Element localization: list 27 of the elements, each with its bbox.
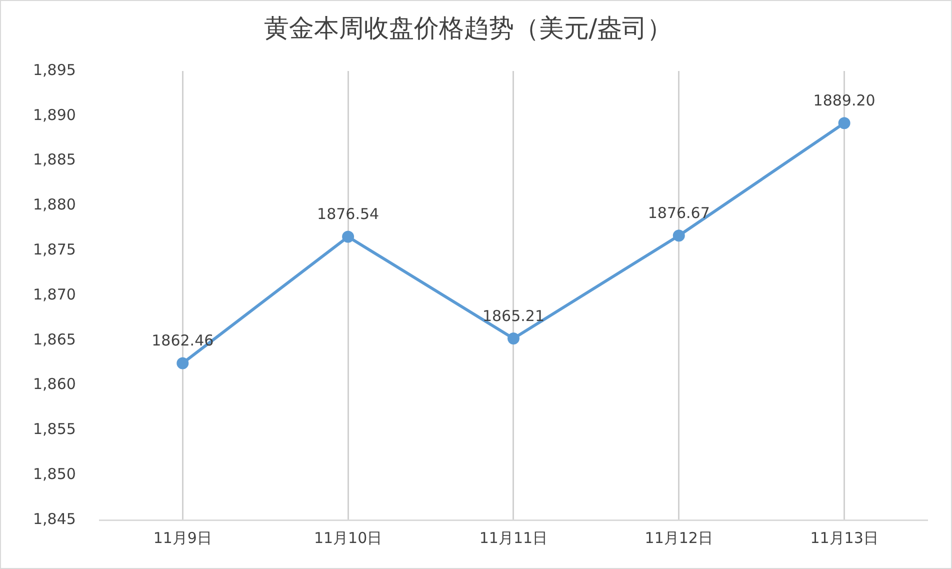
y-tick-label: 1,870 [32,285,76,304]
y-tick-label: 1,875 [32,240,76,258]
y-tick-label: 1,865 [32,330,76,348]
data-label: 1876.54 [317,205,380,224]
data-label: 1876.67 [648,204,710,222]
y-tick-label: 1,890 [32,106,76,124]
point [507,332,520,345]
chart-title: 黄金本周收盘价格趋势（美元/盎司） [264,14,672,42]
point [672,230,685,242]
point [838,117,850,130]
x-tick-label: 11月12日 [644,528,713,547]
x-tick-label: 11月9日 [153,528,212,547]
point [176,357,189,370]
y-tick-label: 1,850 [32,464,76,483]
data-label: 1865.21 [482,306,544,325]
x-tick-label: 11月13日 [810,528,878,547]
y-tick-label: 1,895 [32,60,76,79]
data-label: 1862.46 [152,332,214,350]
y-tick-label: 1,880 [32,196,76,214]
point [342,230,354,243]
y-tick-label: 1,845 [32,510,76,528]
y-tick-label: 1,855 [32,420,76,438]
y-tick-label: 1,885 [32,150,76,169]
x-tick-label: 11月11日 [479,528,548,547]
x-tick-label: 11月10日 [314,528,382,547]
data-label: 1889.20 [813,91,876,110]
y-tick-label: 1,860 [32,375,76,394]
